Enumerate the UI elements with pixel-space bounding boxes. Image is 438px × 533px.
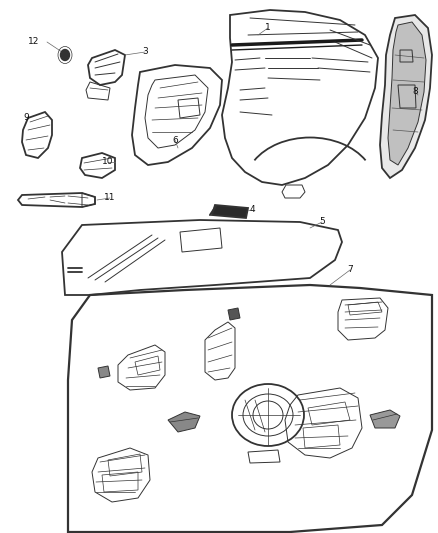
Text: 1: 1 [265,23,271,33]
Polygon shape [380,15,432,178]
Text: 5: 5 [319,217,325,227]
Polygon shape [98,366,110,378]
Text: 9: 9 [23,114,29,123]
Text: 8: 8 [412,87,418,96]
Polygon shape [370,410,400,428]
Circle shape [60,50,70,60]
Text: 7: 7 [347,265,353,274]
Text: 4: 4 [249,206,255,214]
Polygon shape [168,412,200,432]
Text: 3: 3 [142,47,148,56]
Text: 12: 12 [28,37,40,46]
Text: 6: 6 [172,135,178,144]
Text: 10: 10 [102,157,114,166]
Polygon shape [228,308,240,320]
Text: 11: 11 [104,193,116,203]
Polygon shape [212,205,248,218]
Polygon shape [388,22,426,165]
